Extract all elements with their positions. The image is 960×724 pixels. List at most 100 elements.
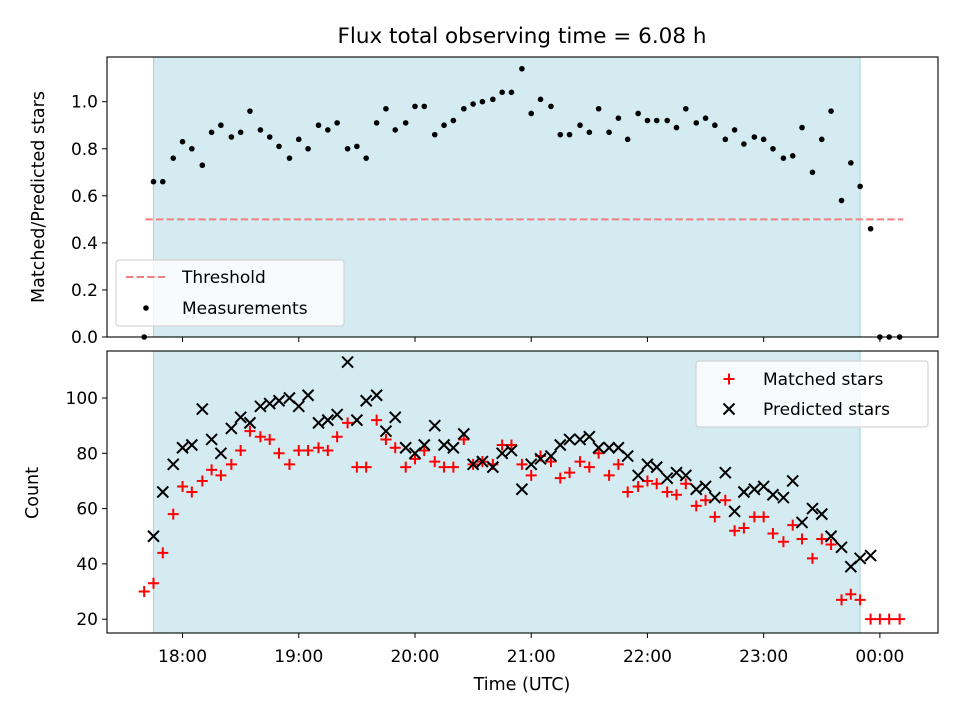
matched-stars-point (371, 414, 383, 426)
y-tick-label: 100 (66, 389, 98, 409)
top-y-axis-label: Matched/Predicted stars (29, 91, 49, 303)
measurement-point (266, 134, 273, 140)
measurement-point (412, 103, 418, 110)
measurement-point (848, 160, 854, 166)
predicted-stars-point (505, 444, 518, 457)
measurement-point (218, 122, 224, 129)
measurement-point (586, 129, 593, 136)
matched-stars-point (758, 511, 770, 523)
predicted-stars-point (341, 355, 354, 369)
predicted-stars-point (650, 460, 663, 474)
measurement-point (421, 103, 428, 110)
matched-stars-point (254, 431, 266, 443)
measurement-point (325, 127, 331, 133)
matched-stars-point (447, 461, 459, 473)
measurement-point (363, 155, 369, 161)
matched-stars-point (360, 461, 372, 473)
measurement-point (799, 124, 805, 131)
matched-stars-point (458, 433, 470, 445)
measurement-point (635, 110, 641, 117)
measurement-point (606, 129, 612, 136)
measurement-point (286, 155, 293, 161)
matched-stars-point (825, 539, 837, 551)
matched-stars-point (593, 447, 605, 459)
predicted-stars-point (602, 441, 616, 454)
predicted-stars-point (176, 441, 189, 454)
measurement-point (693, 120, 700, 126)
matched-stars-point (438, 461, 450, 473)
measurement-point (402, 120, 409, 126)
matched-stars-point (894, 613, 906, 625)
axes-frame (106, 350, 939, 634)
measurement-point (237, 129, 244, 136)
matched-stars-point (283, 458, 295, 470)
matched-stars-point (225, 458, 237, 470)
predicted-stars-point (515, 483, 529, 496)
y-tick-label: 20 (76, 610, 98, 630)
measurement-point (528, 110, 535, 117)
chart-title: Flux total observing time = 6.08 h (338, 24, 707, 49)
x-tick-label: 23:00 (739, 647, 788, 667)
matched-stars-point (709, 511, 721, 523)
y-tick-label: 0.0 (71, 328, 98, 348)
matched-stars-point (264, 433, 276, 445)
measurement-point (499, 89, 505, 96)
matched-stars-point (516, 458, 528, 470)
predicted-stars-point (534, 452, 547, 466)
matched-stars-point (641, 475, 653, 487)
matched-stars-point (244, 425, 256, 437)
predicted-stars-point (699, 480, 712, 493)
measurement-point (653, 117, 660, 124)
matched-stars-point (554, 472, 566, 484)
legend-box (695, 360, 929, 428)
predicted-stars-point (399, 441, 412, 454)
x-tick-label: 22:00 (623, 647, 672, 667)
measurement-point (673, 124, 680, 131)
matched-stars-point (138, 586, 150, 598)
matched-stars-point (874, 613, 886, 625)
matched-stars-point (661, 486, 673, 498)
legend-measurements-swatch (143, 305, 149, 311)
measurement-point (247, 108, 253, 114)
predicted-stars-point (748, 483, 761, 496)
matched-stars-point (273, 447, 285, 459)
matched-stars-point (806, 552, 818, 564)
predicted-stars-point (563, 433, 576, 446)
matched-stars-point (409, 453, 421, 465)
measurement-point (615, 115, 622, 121)
measurement-point (722, 136, 729, 143)
measurement-point (751, 134, 758, 140)
predicted-stars-point (806, 502, 819, 515)
predicted-stars-point (679, 469, 693, 482)
legend-predicted-label: Predicted stars (763, 400, 890, 420)
predicted-stars-point (254, 400, 267, 413)
measurement-point (857, 183, 863, 190)
measurement-point (315, 122, 322, 129)
matched-stars-point (787, 519, 799, 531)
measurement-point (228, 134, 235, 140)
predicted-stars-point (263, 397, 276, 410)
y-tick-label: 0.2 (71, 281, 98, 301)
measurement-point (731, 127, 738, 133)
measurement-point (760, 136, 767, 143)
matched-stars-point (186, 486, 198, 498)
matched-stars-point (313, 442, 325, 454)
matched-stars-point (836, 594, 848, 606)
matched-stars-point (206, 464, 218, 476)
measurement-point (557, 131, 564, 138)
measurement-point (809, 169, 816, 176)
matched-stars-point (302, 445, 314, 457)
matched-stars-point (738, 522, 750, 534)
measurement-point (741, 141, 747, 147)
measurement-point (838, 197, 845, 204)
measurement-point (712, 122, 718, 129)
measurement-point (566, 131, 573, 138)
matched-stars-point (429, 456, 441, 468)
measurement-point (461, 105, 467, 112)
measurement-point (789, 153, 796, 159)
matched-stars-point (293, 445, 305, 457)
matched-stars-point (351, 461, 363, 473)
predicted-stars-point (641, 458, 654, 471)
measurement-point (159, 178, 166, 185)
